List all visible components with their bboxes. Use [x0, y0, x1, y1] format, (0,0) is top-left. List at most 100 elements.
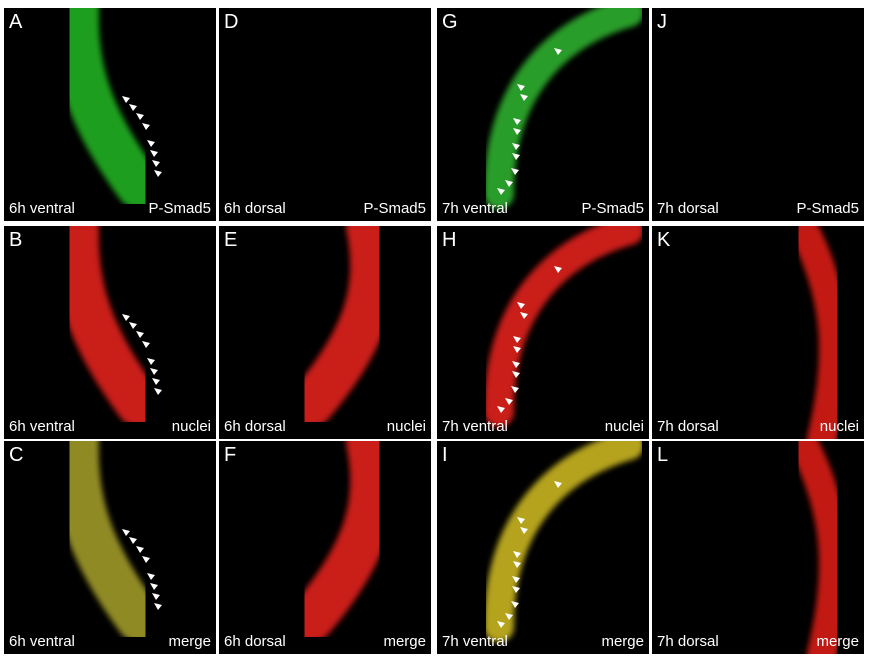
- arrowhead: [497, 406, 505, 413]
- tissue-signal: [52, 8, 162, 209]
- arrowhead: [511, 386, 519, 393]
- tissue-signal: [288, 441, 397, 642]
- tissue-signal: [484, 441, 644, 642]
- micrograph-panel: D 6h dorsal P-Smad5: [219, 8, 431, 221]
- panel-letter: A: [9, 11, 23, 33]
- arrowhead: [513, 336, 521, 343]
- micrograph-image: [52, 226, 162, 427]
- panel-stain: merge: [816, 633, 859, 650]
- panel-stain: P-Smad5: [796, 200, 859, 217]
- arrowhead: [152, 378, 160, 385]
- arrowhead: [505, 613, 513, 620]
- arrowhead: [512, 361, 520, 368]
- panel-stage: 7h ventral: [442, 418, 508, 435]
- panel-letter: J: [657, 11, 667, 33]
- arrowhead: [554, 481, 562, 488]
- panel-stage: 6h ventral: [9, 633, 75, 650]
- tissue-signal: [52, 441, 162, 642]
- arrowhead: [122, 529, 130, 536]
- arrowhead: [513, 561, 521, 568]
- tissue-signal: [484, 8, 644, 209]
- arrowhead: [505, 398, 513, 405]
- tissue-signal: [484, 226, 644, 427]
- arrowhead: [136, 546, 144, 553]
- panel-stain: merge: [601, 633, 644, 650]
- panel-stage: 7h dorsal: [657, 633, 719, 650]
- arrowhead: [152, 593, 160, 600]
- arrowhead: [517, 517, 525, 524]
- panel-stage: 6h ventral: [9, 200, 75, 217]
- micrograph-panel: H 7h ventral nuclei: [437, 226, 649, 439]
- panel-stain: P-Smad5: [581, 200, 644, 217]
- micrograph-image: [484, 226, 644, 427]
- arrowhead: [142, 341, 150, 348]
- micrograph-panel: K 7h dorsal nuclei: [652, 226, 864, 439]
- panel-stage: 6h dorsal: [224, 200, 286, 217]
- micrograph-panel: E 6h dorsal nuclei: [219, 226, 431, 439]
- panel-stage: 6h ventral: [9, 418, 75, 435]
- panel-letter: L: [657, 444, 669, 466]
- micrograph-panel: C 6h ventral merge: [4, 441, 216, 654]
- micrograph-panel: A 6h ventral P-Smad5: [4, 8, 216, 221]
- panel-stain: P-Smad5: [363, 200, 426, 217]
- arrowhead: [147, 358, 155, 365]
- arrowhead: [511, 168, 519, 175]
- arrowhead: [136, 113, 144, 120]
- tissue-signal: [288, 226, 397, 427]
- arrowhead: [513, 118, 521, 125]
- arrowhead: [129, 104, 137, 111]
- arrowhead: [512, 143, 520, 150]
- panel-letter: F: [224, 444, 237, 466]
- micrograph-image: [484, 8, 644, 209]
- arrowhead: [554, 266, 562, 273]
- panel-letter: C: [9, 444, 24, 466]
- panel-stage: 7h dorsal: [657, 418, 719, 435]
- panel-stain: nuclei: [604, 418, 644, 435]
- tissue-signal: [787, 226, 849, 439]
- arrowhead: [520, 94, 528, 101]
- panel-stain: P-Smad5: [148, 200, 211, 217]
- micrograph-image: [652, 8, 864, 221]
- panel-letter: E: [224, 229, 238, 251]
- arrowhead: [122, 96, 130, 103]
- arrowhead: [129, 322, 137, 329]
- micrograph-panel: I 7h ventral merge: [437, 441, 649, 654]
- panel-letter: I: [442, 444, 448, 466]
- panel-letter: G: [442, 11, 458, 33]
- micrograph-panel: L 7h dorsal merge: [652, 441, 864, 654]
- arrowhead: [512, 371, 520, 378]
- arrowhead: [511, 601, 519, 608]
- arrowhead: [497, 188, 505, 195]
- arrowhead: [517, 84, 525, 91]
- panel-stain: nuclei: [171, 418, 211, 435]
- micrograph-image: [52, 8, 162, 209]
- arrowhead: [512, 576, 520, 583]
- micrograph-panel: G 7h ventral P-Smad5: [437, 8, 649, 221]
- arrowhead: [513, 128, 521, 135]
- tissue-signal: [787, 441, 849, 654]
- panel-stain: nuclei: [819, 418, 859, 435]
- arrowhead: [142, 123, 150, 130]
- panel-letter: K: [657, 229, 671, 251]
- arrowhead: [142, 556, 150, 563]
- micrograph-panel: J 7h dorsal P-Smad5: [652, 8, 864, 221]
- arrowhead: [154, 170, 162, 177]
- panel-stage: 7h dorsal: [657, 200, 719, 217]
- arrowhead: [136, 331, 144, 338]
- panel-stain: merge: [168, 633, 211, 650]
- arrowhead: [512, 586, 520, 593]
- arrowhead: [512, 153, 520, 160]
- arrowhead: [154, 603, 162, 610]
- arrowhead: [554, 48, 562, 55]
- micrograph-image: [52, 441, 162, 642]
- arrowhead: [520, 527, 528, 534]
- panel-stain: merge: [383, 633, 426, 650]
- panel-letter: B: [9, 229, 23, 251]
- arrowhead: [122, 314, 130, 321]
- arrowhead: [152, 160, 160, 167]
- micrograph-image: [787, 441, 849, 654]
- panel-stage: 7h ventral: [442, 633, 508, 650]
- panel-letter: H: [442, 229, 457, 251]
- arrowhead: [505, 180, 513, 187]
